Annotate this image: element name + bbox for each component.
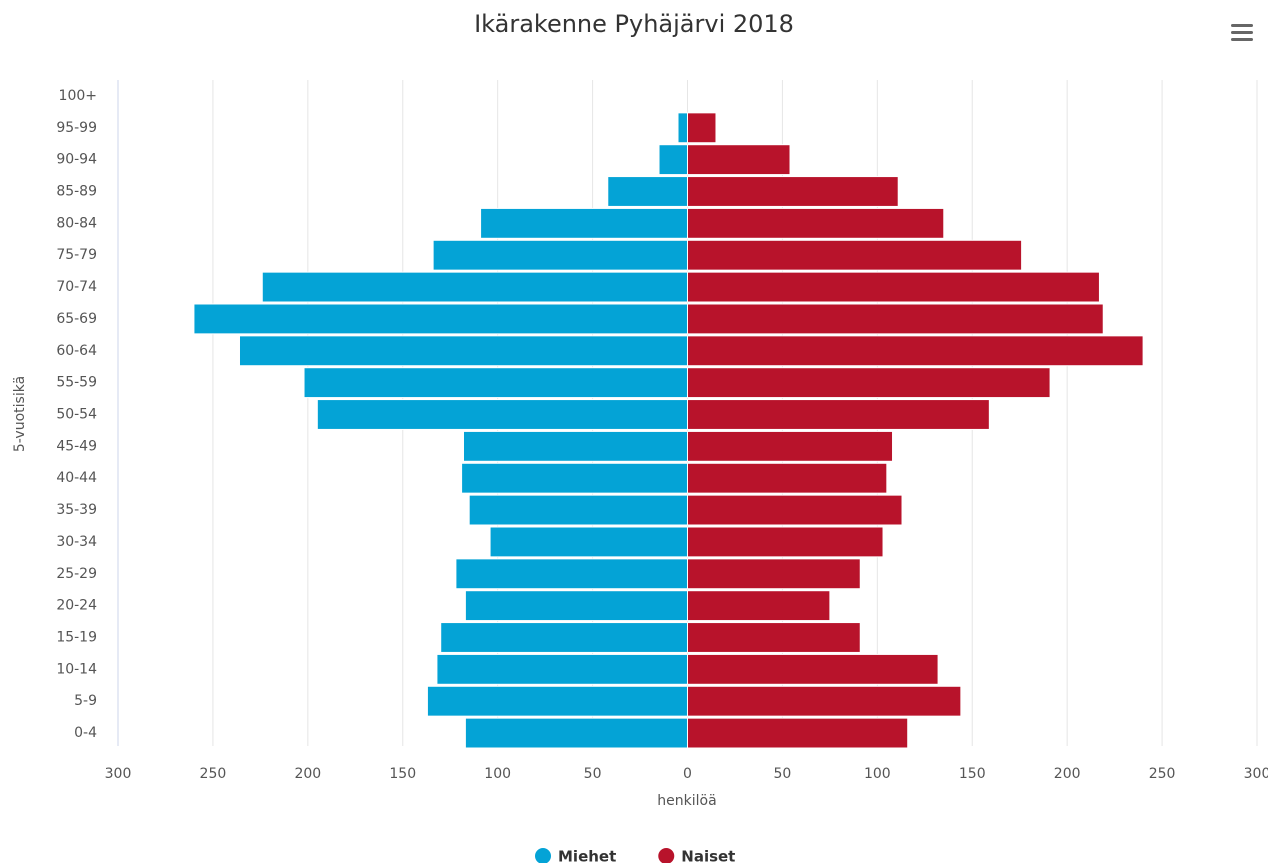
bar (193, 303, 689, 335)
y-tick-label: 45-49 (56, 438, 97, 454)
bar (464, 590, 688, 622)
y-tick-label: 40-44 (56, 470, 97, 486)
y-tick-label: 50-54 (56, 407, 97, 423)
x-axis-title: henkilöä (657, 793, 716, 809)
x-tick-label: 300 (1244, 766, 1268, 782)
bar (658, 144, 689, 176)
bar (687, 367, 1051, 399)
bar (687, 335, 1144, 367)
y-axis-title: 5-vuotisikä (12, 376, 28, 452)
bar (462, 430, 688, 462)
y-tick-label: 30-34 (56, 534, 97, 550)
y-tick-label: 70-74 (56, 279, 97, 295)
y-tick-label: 65-69 (56, 311, 97, 327)
bar (468, 494, 689, 526)
y-tick-label: 5-9 (74, 693, 97, 709)
legend-marker[interactable] (535, 848, 551, 864)
y-tick-label: 100+ (59, 88, 97, 104)
bar (455, 558, 688, 590)
menu-bar (1231, 38, 1253, 41)
bar (687, 622, 861, 653)
bar (687, 526, 884, 558)
y-tick-label: 15-19 (56, 630, 97, 646)
bar (432, 239, 688, 271)
y-tick-label: 35-39 (56, 502, 97, 518)
bar (687, 494, 903, 526)
bar (687, 685, 962, 717)
bar (687, 558, 861, 590)
bar (687, 303, 1104, 335)
bar (687, 653, 939, 685)
menu-bar (1231, 31, 1253, 34)
bar (480, 207, 688, 239)
x-tick-label: 0 (683, 766, 692, 782)
bar (436, 653, 689, 685)
menu-button[interactable] (1231, 24, 1253, 41)
legend-label[interactable]: Miehet (558, 848, 616, 866)
y-tick-label: 80-84 (56, 215, 97, 231)
y-tick-label: 75-79 (56, 247, 97, 263)
y-tick-label: 20-24 (56, 598, 97, 614)
bar (687, 271, 1100, 303)
bar (461, 462, 688, 494)
bar (687, 717, 909, 749)
x-tick-label: 200 (1054, 766, 1081, 782)
menu-bar (1231, 24, 1253, 27)
legend-label[interactable]: Naiset (681, 848, 735, 866)
bar (677, 112, 689, 144)
bar (489, 526, 688, 558)
bar (464, 717, 688, 749)
bar (687, 239, 1023, 271)
x-tick-label: 100 (864, 766, 891, 782)
y-tick-label: 55-59 (56, 375, 97, 391)
y-tick-label: 90-94 (56, 152, 97, 168)
bar (316, 399, 688, 430)
y-tick-label: 10-14 (56, 661, 97, 677)
bar (687, 207, 945, 239)
bar (687, 590, 831, 622)
bar (687, 399, 990, 430)
x-tick-label: 150 (389, 766, 416, 782)
x-tick-label: 250 (200, 766, 227, 782)
y-tick-label: 60-64 (56, 343, 97, 359)
x-tick-label: 50 (584, 766, 602, 782)
bar (687, 462, 888, 494)
y-tick-label: 85-89 (56, 184, 97, 200)
x-tick-label: 100 (484, 766, 511, 782)
bar (261, 271, 688, 303)
bar (440, 622, 689, 653)
bar (687, 112, 717, 144)
bar (687, 144, 791, 176)
y-tick-label: 95-99 (56, 120, 97, 136)
x-tick-label: 250 (1149, 766, 1176, 782)
y-tick-label: 0-4 (74, 725, 97, 741)
y-tick-label: 25-29 (56, 566, 97, 582)
x-tick-label: 50 (774, 766, 792, 782)
x-tick-label: 150 (959, 766, 986, 782)
bar (238, 335, 688, 367)
x-tick-label: 300 (105, 766, 132, 782)
x-tick-label: 200 (294, 766, 321, 782)
bar (687, 430, 894, 462)
bar (303, 367, 688, 399)
bar (687, 176, 899, 207)
bar (426, 685, 688, 717)
legend-marker[interactable] (658, 848, 675, 864)
chart-title: Ikärakenne Pyhäjärvi 2018 (474, 10, 794, 38)
bar (607, 176, 689, 207)
